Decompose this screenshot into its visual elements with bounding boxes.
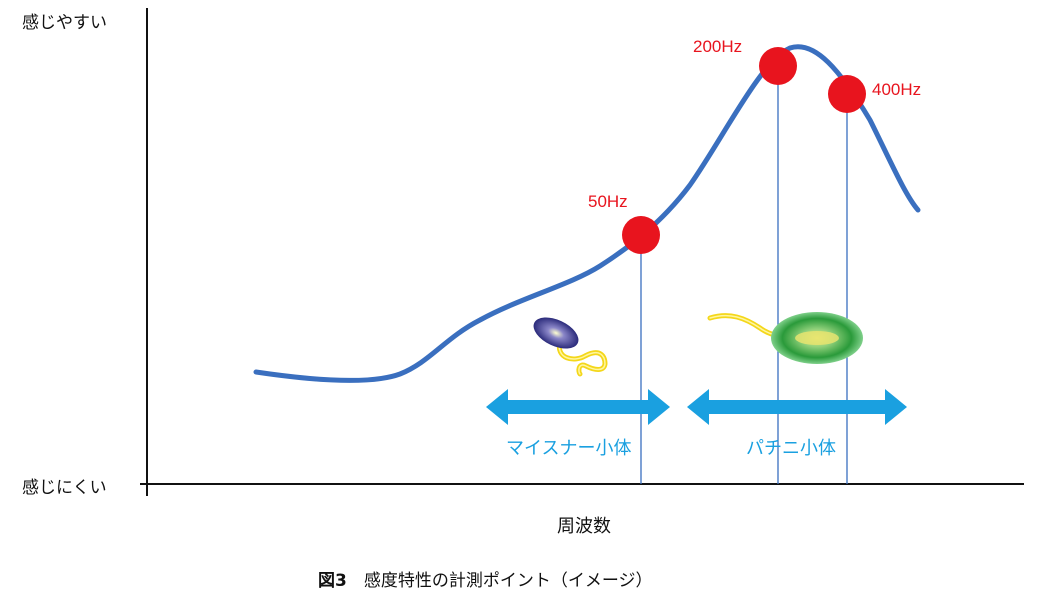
range-arrow-pacini <box>687 389 907 425</box>
range-arrow-meissner <box>486 389 670 425</box>
point-label-200hz: 200Hz <box>693 37 743 56</box>
caption-gap <box>347 571 364 591</box>
point-label-400hz: 400Hz <box>872 80 922 99</box>
figure-caption: 図3 感度特性の計測ポイント（イメージ） <box>318 566 653 591</box>
pacinian-corpuscle-icon <box>707 312 863 364</box>
point-200hz <box>759 47 797 85</box>
meissner-corpuscle-icon <box>533 317 608 377</box>
figure-number: 図3 <box>318 571 347 591</box>
range-label-meissner: マイスナー小体 <box>506 438 632 459</box>
point-400hz <box>828 75 866 113</box>
figure-caption-text: 感度特性の計測ポイント（イメージ） <box>363 571 653 591</box>
x-axis-label: 周波数 <box>557 516 611 537</box>
point-50hz <box>622 216 660 254</box>
y-axis-bottom-label: 感じにくい <box>22 478 107 498</box>
range-label-pacini: パチニ小体 <box>746 438 836 459</box>
y-axis-top-label: 感じやすい <box>22 13 107 33</box>
point-label-50hz: 50Hz <box>588 192 628 211</box>
